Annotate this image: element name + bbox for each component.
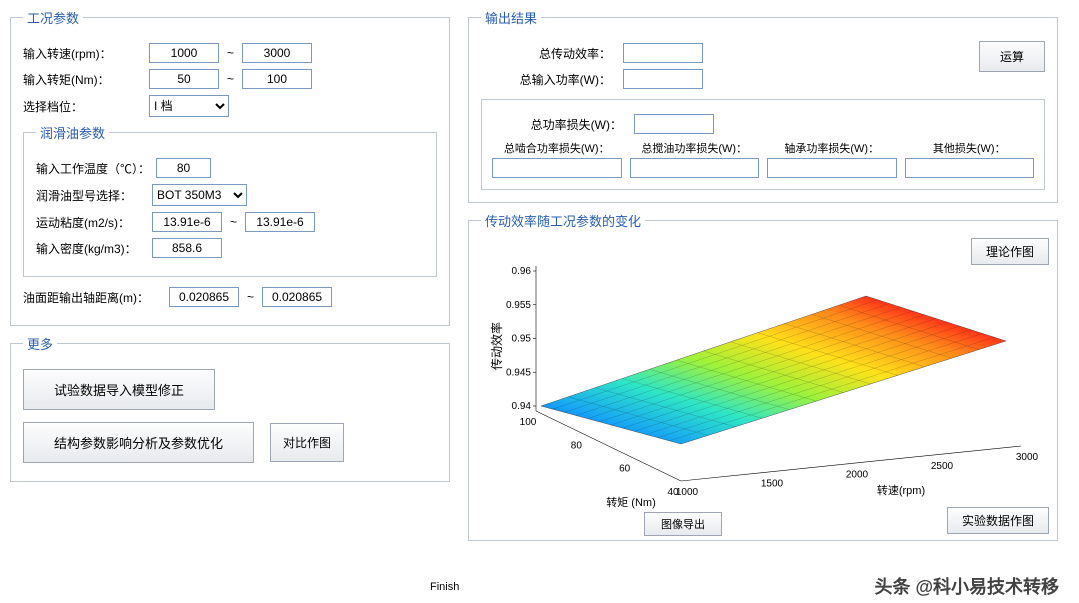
import-test-button[interactable]: 试验数据导入模型修正 xyxy=(23,369,215,410)
total-input-power-value xyxy=(623,69,703,89)
plot-group: 传动效率随工况参数的变化 理论作图 xyxy=(468,211,1058,541)
svg-text:100: 100 xyxy=(520,417,537,428)
churn-loss-label: 总搅油功率损失(W)： xyxy=(630,140,760,156)
torque-min-input[interactable] xyxy=(149,69,219,89)
select-gear-label: 选择档位： xyxy=(23,98,143,115)
speed-max-input[interactable] xyxy=(242,43,312,63)
total-power-loss-label: 总功率损失(W)： xyxy=(492,116,628,133)
run-button[interactable]: 运算 xyxy=(979,41,1045,72)
svg-text:60: 60 xyxy=(619,464,631,475)
svg-text:2000: 2000 xyxy=(846,470,869,481)
svg-text:2500: 2500 xyxy=(931,461,954,472)
oil-dist-min-input[interactable] xyxy=(169,287,239,307)
mesh-loss-label: 总啮合功率损失(W)： xyxy=(492,140,622,156)
svg-text:0.945: 0.945 xyxy=(506,367,531,378)
total-eff-label: 总传动效率： xyxy=(481,45,617,62)
finish-status: Finish xyxy=(430,581,459,593)
theory-plot-button[interactable]: 理论作图 xyxy=(971,238,1049,265)
density-input[interactable] xyxy=(152,238,222,258)
lubricant-params-group: 润滑油参数 输入工作温度（℃）： 润滑油型号选择： BOT 350M3 运动粘度… xyxy=(23,123,437,277)
svg-text:0.95: 0.95 xyxy=(512,334,532,345)
total-input-power-label: 总输入功率(W)： xyxy=(481,71,617,88)
tilde: ~ xyxy=(230,215,237,229)
watermark: 头条 @科小易技术转移 xyxy=(874,573,1059,599)
tilde: ~ xyxy=(227,46,234,60)
output-group: 输出结果 总传动效率： 总输入功率(W)： 运算 xyxy=(468,8,1058,203)
exp-data-plot-button[interactable]: 实验数据作图 xyxy=(947,507,1049,534)
gear-select[interactable]: I 档 xyxy=(149,95,229,117)
tilde: ~ xyxy=(227,72,234,86)
bearing-loss-value xyxy=(767,158,897,178)
svg-text:3000: 3000 xyxy=(1016,452,1039,463)
oil-model-select[interactable]: BOT 350M3 xyxy=(152,184,247,206)
work-temp-label: 输入工作温度（℃）： xyxy=(36,160,150,177)
power-loss-subgroup: 总功率损失(W)： 总啮合功率损失(W)： 总搅油功率损失(W)： xyxy=(481,99,1045,190)
churn-loss-value xyxy=(630,158,760,178)
svg-text:0.94: 0.94 xyxy=(512,401,532,412)
torque-max-input[interactable] xyxy=(242,69,312,89)
oil-dist-max-input[interactable] xyxy=(262,287,332,307)
kin-visc-label: 运动粘度(m2/s)： xyxy=(36,214,146,231)
bearing-loss-label: 轴承功率损失(W)： xyxy=(767,140,897,156)
speed-min-input[interactable] xyxy=(149,43,219,63)
temp-input[interactable] xyxy=(156,158,211,178)
plot-zlabel: 传动效率 xyxy=(489,322,504,370)
svg-text:0.955: 0.955 xyxy=(506,300,531,311)
plot-xlabel: 转矩 (Nm) xyxy=(606,495,656,509)
struct-param-button[interactable]: 结构参数影响分析及参数优化 xyxy=(23,422,254,463)
svg-text:1000: 1000 xyxy=(676,487,699,498)
export-image-button[interactable]: 图像导出 xyxy=(644,512,722,536)
other-loss-value xyxy=(905,158,1035,178)
other-loss-label: 其他损失(W)： xyxy=(905,140,1035,156)
density-label: 输入密度(kg/m3)： xyxy=(36,240,146,257)
more-legend: 更多 xyxy=(23,334,57,353)
oil-distance-label: 油面距输出轴距离(m)： xyxy=(23,289,163,306)
input-speed-label: 输入转速(rpm)： xyxy=(23,45,143,62)
tilde: ~ xyxy=(247,290,254,304)
visc-max-input[interactable] xyxy=(245,212,315,232)
svg-text:1500: 1500 xyxy=(761,478,784,489)
surface-plot: 0.960.9550.950.9450.94 传动效率 100806040 转矩… xyxy=(481,236,1045,516)
lubricant-params-legend: 润滑油参数 xyxy=(36,123,109,142)
mesh-loss-value xyxy=(492,158,622,178)
oil-model-label: 润滑油型号选择： xyxy=(36,187,146,204)
svg-text:0.96: 0.96 xyxy=(512,266,532,277)
input-torque-label: 输入转矩(Nm)： xyxy=(23,71,143,88)
plot-ylabel: 转速(rpm) xyxy=(877,483,925,497)
total-eff-value xyxy=(623,43,703,63)
visc-min-input[interactable] xyxy=(152,212,222,232)
working-params-group: 工况参数 输入转速(rpm)： ~ 输入转矩(Nm)： ~ 选择档位： xyxy=(10,8,450,326)
working-params-legend: 工况参数 xyxy=(23,8,83,27)
plot-legend: 传动效率随工况参数的变化 xyxy=(481,211,645,230)
output-legend: 输出结果 xyxy=(481,8,541,27)
more-group: 更多 试验数据导入模型修正 结构参数影响分析及参数优化 对比作图 xyxy=(10,334,450,482)
compare-plot-button[interactable]: 对比作图 xyxy=(270,423,344,462)
svg-text:80: 80 xyxy=(571,440,583,451)
total-power-loss-value xyxy=(634,114,714,134)
